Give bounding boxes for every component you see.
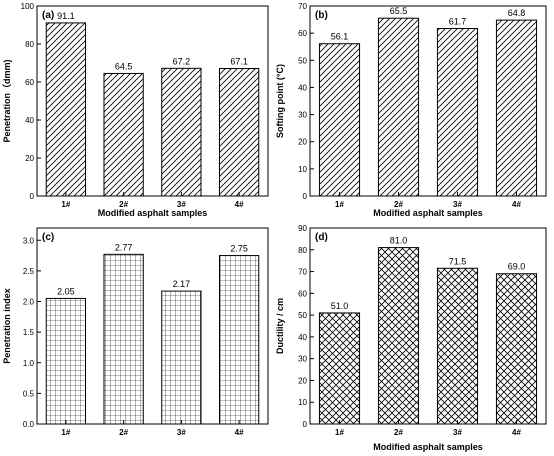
bar (318, 312, 361, 425)
x-tick-label: 2# (394, 428, 403, 437)
y-tick-label: 3.0 (23, 236, 35, 245)
y-tick-label: 2.5 (23, 267, 35, 276)
plot-frame (36, 227, 269, 425)
bar-value-label: 64.8 (508, 8, 526, 18)
y-tick-label: 1.0 (23, 359, 35, 368)
chart-panel-3: (c) 0.0 0.5 1.0 1.5 2.0 2.5 3.0 2.05 1# 2.77 2# 2.17… (2, 227, 269, 437)
plot-frame (309, 227, 547, 425)
bar-value-label: 2.75 (230, 244, 248, 254)
bar (318, 43, 361, 197)
bar-value-label: 91.1 (57, 11, 75, 21)
bar (218, 68, 260, 197)
x-tick-label: 1# (335, 428, 344, 437)
y-tick-label: 50 (298, 56, 307, 65)
bar (161, 290, 202, 425)
bar (103, 253, 144, 425)
y-tick-label: 80 (298, 246, 307, 255)
y-axis-title: Ductility / cm (275, 298, 285, 354)
y-axis-title: Penetration（dmm) (2, 59, 12, 142)
y-tick-label: 10 (298, 165, 307, 174)
bar-value-label: 67.2 (173, 56, 191, 66)
y-tick-label: 20 (298, 138, 307, 147)
y-tick-label: 10 (298, 398, 307, 407)
bar-value-label: 2.17 (173, 279, 191, 289)
panel-label: (a) (42, 10, 54, 21)
y-tick-label: 100 (21, 2, 35, 11)
bar (377, 17, 420, 197)
chart-panel-4: (d) 0 10 20 30 40 50 60 70 80 90 51.0 1# 81.0 2# 71.5 3#… (275, 224, 547, 452)
y-tick-label: 70 (298, 268, 307, 277)
plot-frame (309, 5, 547, 197)
y-axis-title: Penetration index (2, 288, 12, 364)
bar-value-label: 64.5 (115, 61, 133, 71)
x-tick-label: 4# (512, 428, 521, 437)
bar-value-label: 81.0 (390, 236, 408, 246)
chart-panel-2: (b) 0 10 20 30 40 50 60 70 56.1 1# 65.5 2# 61.7 3# 64.8… (275, 2, 547, 218)
x-tick-label: 2# (119, 428, 128, 437)
bar (377, 247, 420, 425)
y-tick-label: 30 (298, 111, 307, 120)
bar (218, 255, 260, 425)
y-tick-label: 0 (303, 420, 308, 429)
bar (495, 19, 538, 197)
y-axis-title: Softing point (°C) (275, 64, 285, 138)
bar-value-label: 65.5 (390, 6, 408, 16)
x-axis-title: Modified asphalt samples (373, 208, 483, 218)
plot-frame (36, 5, 269, 197)
x-tick-label: 1# (61, 428, 70, 437)
panel-label: (c) (42, 232, 54, 243)
x-tick-label: 1# (335, 200, 344, 209)
x-tick-label: 4# (235, 428, 244, 437)
y-tick-label: 0 (30, 192, 35, 201)
y-tick-label: 20 (25, 154, 34, 163)
x-tick-label: 4# (235, 200, 244, 209)
bar (45, 297, 87, 425)
x-tick-label: 4# (512, 200, 521, 209)
bar (436, 28, 479, 197)
y-tick-label: 60 (298, 289, 307, 298)
bar-value-label: 61.7 (449, 17, 467, 27)
y-tick-label: 40 (25, 116, 34, 125)
bar (161, 67, 202, 197)
x-axis-title: Modified asphalt samples (98, 208, 208, 218)
y-tick-label: 0.5 (23, 389, 35, 398)
bar-value-label: 56.1 (331, 32, 349, 42)
bar (436, 267, 479, 425)
bar-value-label: 69.0 (508, 262, 526, 272)
bar-value-label: 2.05 (57, 286, 75, 296)
chart-panel-1: (a) 0 20 40 60 80 100 91.1 1# 64.5 2# 67.2 3# 67.1 4# M… (2, 2, 269, 218)
y-tick-label: 60 (25, 78, 34, 87)
y-tick-label: 50 (298, 311, 307, 320)
y-tick-label: 80 (25, 40, 34, 49)
bar (103, 72, 144, 197)
y-tick-label: 1.5 (23, 328, 35, 337)
y-tick-label: 60 (298, 29, 307, 38)
y-tick-label: 0 (303, 192, 308, 201)
bar-value-label: 71.5 (449, 256, 467, 266)
x-tick-label: 3# (177, 428, 186, 437)
x-tick-label: 1# (61, 200, 70, 209)
bar-value-label: 67.1 (230, 57, 248, 67)
y-tick-label: 20 (298, 376, 307, 385)
x-tick-label: 2# (119, 200, 128, 209)
x-axis-title: Modified asphalt samples (373, 442, 483, 452)
y-tick-label: 0.0 (23, 420, 35, 429)
y-tick-label: 30 (298, 355, 307, 364)
bar (45, 22, 87, 197)
panel-label: (b) (315, 10, 328, 21)
y-tick-label: 40 (298, 333, 307, 342)
bar-value-label: 51.0 (331, 301, 349, 311)
x-tick-label: 3# (453, 200, 462, 209)
x-tick-label: 2# (394, 200, 403, 209)
y-tick-label: 90 (298, 224, 307, 233)
y-tick-label: 70 (298, 2, 307, 11)
x-tick-label: 3# (453, 428, 462, 437)
y-tick-label: 2.0 (23, 298, 35, 307)
panel-label: (d) (315, 232, 328, 243)
bar (495, 273, 538, 425)
x-tick-label: 3# (177, 200, 186, 209)
y-tick-label: 40 (298, 83, 307, 92)
bar-value-label: 2.77 (115, 242, 133, 252)
